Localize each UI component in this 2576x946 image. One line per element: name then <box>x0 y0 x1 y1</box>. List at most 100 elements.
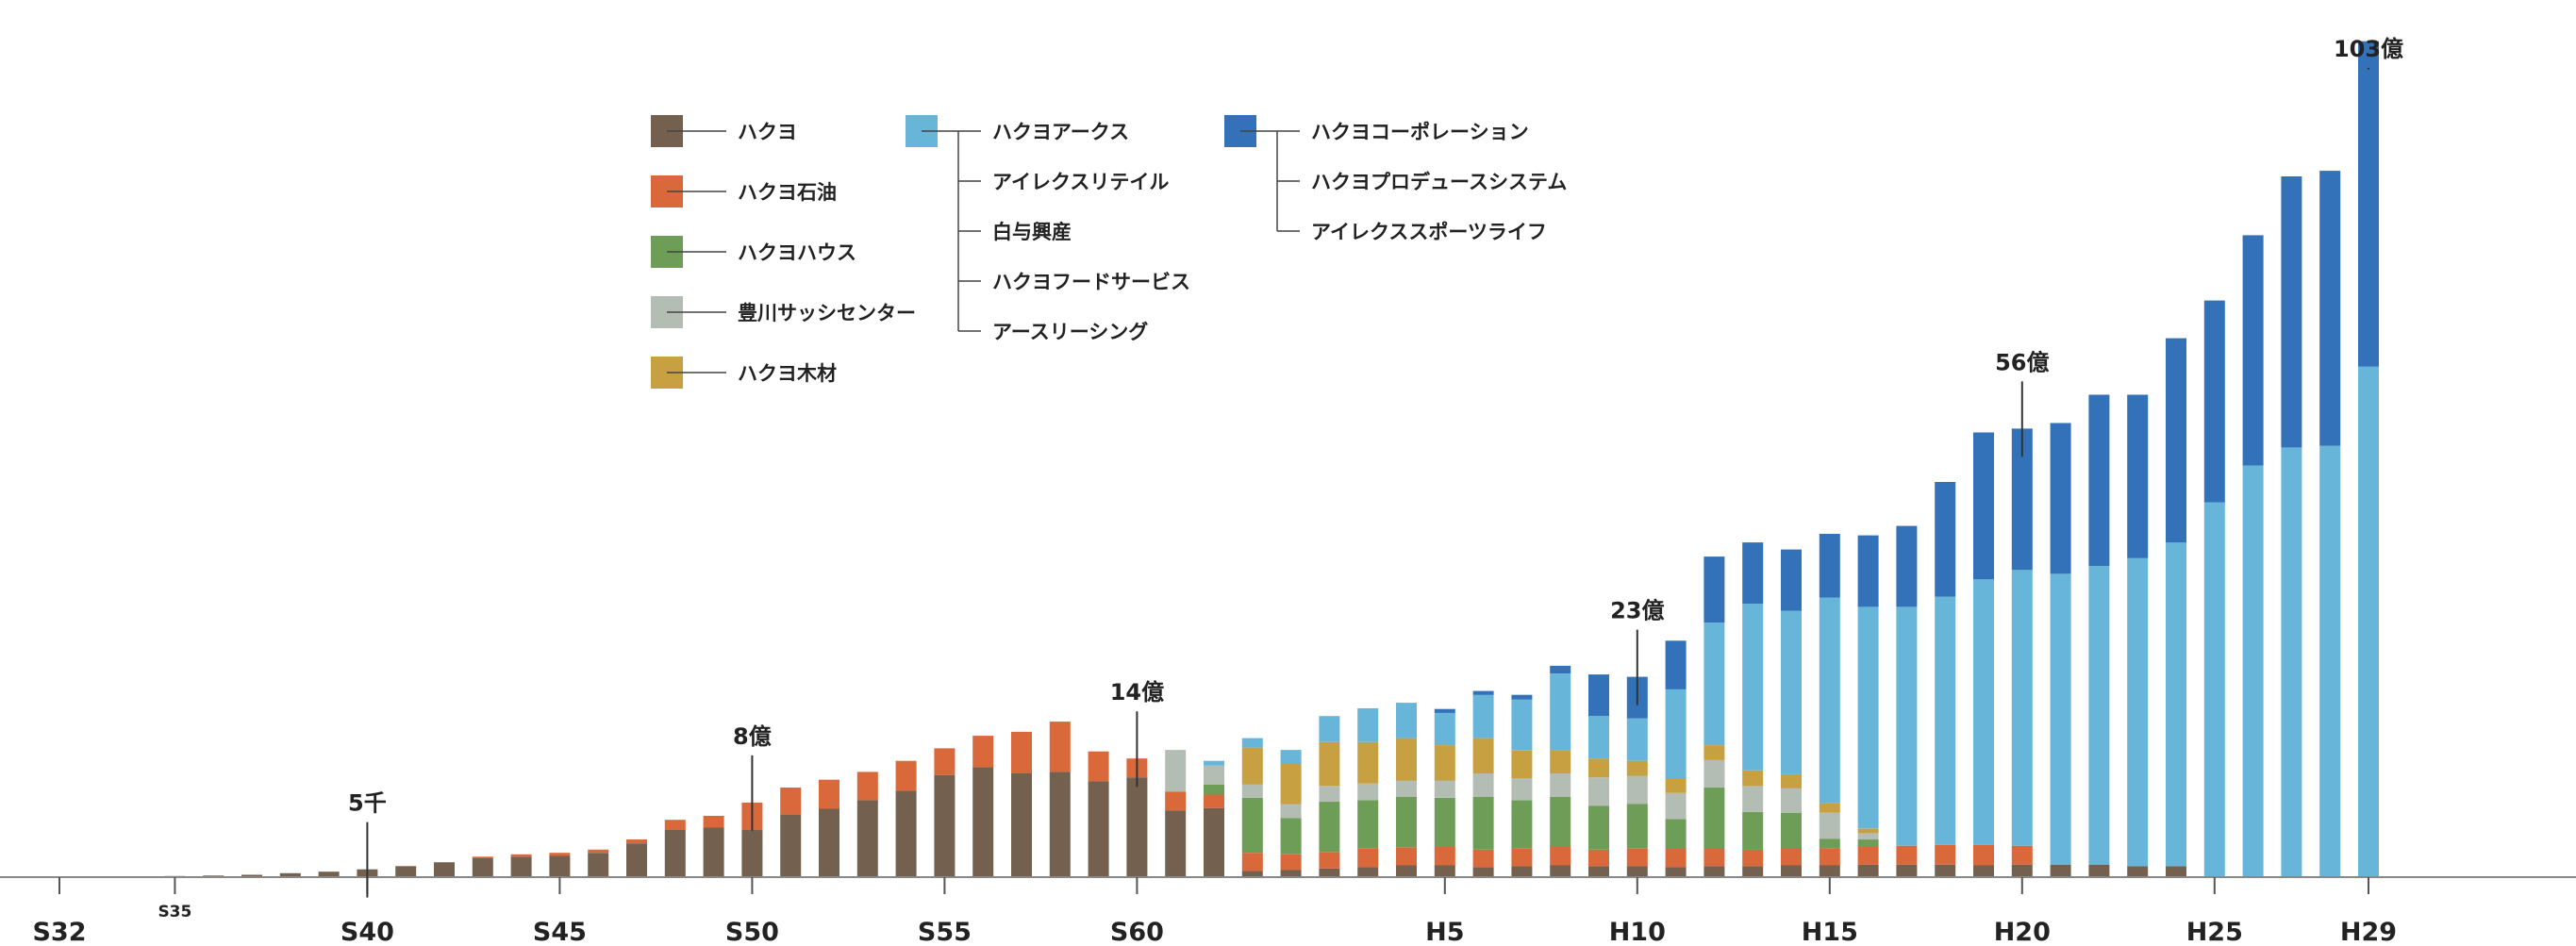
bar-segment-H22-s6 <box>2088 394 2110 567</box>
bar-segment-H24-s0 <box>2166 866 2186 877</box>
bar-segment-S45-s1 <box>549 853 571 856</box>
bar-segment-H12-s4 <box>1703 745 1725 760</box>
bar-segment-H1-s4 <box>1280 764 1302 805</box>
bar-segment-H5-s6 <box>1434 708 1455 713</box>
bar-segment-H17-s0 <box>1896 864 1918 877</box>
bar-segment-S57-s0 <box>1011 773 1032 877</box>
bar-segment-H7-s0 <box>1511 866 1533 877</box>
bar-segment-H10-s4 <box>1626 760 1648 776</box>
bar-segment-H7-s4 <box>1511 750 1533 779</box>
x-tick-label-H5: H5 <box>1425 918 1464 946</box>
bar-segment-H12-s6 <box>1703 556 1725 623</box>
x-tick-label-S50: S50 <box>725 918 779 946</box>
bar-segment-H10-s2 <box>1626 804 1648 849</box>
annotation-label-S50: 8億 <box>733 723 772 750</box>
x-tick-label-S40: S40 <box>341 918 394 946</box>
bar-segment-S61-s1 <box>1165 791 1187 811</box>
bar-segment-S59-s1 <box>1088 751 1109 782</box>
bar-segment-H12-s0 <box>1703 866 1725 877</box>
bar-segment-H14-s6 <box>1781 549 1802 611</box>
annotation-label-H10: 23億 <box>1610 598 1664 624</box>
annotation-label-H20: 56億 <box>1995 349 2049 375</box>
bar-segment-H2-s4 <box>1319 741 1340 787</box>
bar-segment-H29-s6 <box>2358 41 2379 367</box>
bar-segment-S63-s5 <box>1241 738 1263 748</box>
legend-child-label-group1-0: アイレクスリテイル <box>992 171 1169 193</box>
bar-segment-S55-s0 <box>934 774 956 877</box>
bar-segment-H23-s0 <box>2127 866 2149 877</box>
bar-segment-H19-s6 <box>1973 432 1994 580</box>
bar-segment-H11-s2 <box>1665 819 1687 850</box>
legend-label-2: ハクヨハウス <box>738 241 856 264</box>
bar-segment-H28-s5 <box>2319 445 2341 877</box>
bar-segment-H10-s3 <box>1626 775 1648 805</box>
bar-segment-H11-s3 <box>1665 792 1687 820</box>
bar-segment-H8-s3 <box>1550 773 1571 797</box>
x-tick-label-S60: S60 <box>1110 918 1164 946</box>
bar-segment-H6-s2 <box>1472 797 1494 850</box>
bar-segment-H11-s4 <box>1665 778 1687 793</box>
bar-segment-H15-s6 <box>1819 534 1840 598</box>
bar-segment-H18-s0 <box>1935 864 1956 877</box>
bar-segment-H14-s5 <box>1781 610 1802 774</box>
bar-segment-H5-s1 <box>1434 846 1455 866</box>
bar-segment-H27-s5 <box>2281 447 2302 877</box>
annotation-label-S60: 14億 <box>1110 679 1164 705</box>
x-tick-label-H15: H15 <box>1802 918 1858 946</box>
bar-segment-S62-s5 <box>1204 760 1224 766</box>
bar-segment-H14-s3 <box>1781 788 1802 813</box>
bar-segment-H11-s5 <box>1665 689 1687 778</box>
x-axis: S32 S35 S40 S45 S50 S55 S60 H5 H10 H15 H20 H25 H29 <box>0 876 2576 946</box>
bar-segment-H18-s6 <box>1935 482 1956 597</box>
bar-segment-H15-s2 <box>1819 838 1840 849</box>
bar-segment-H12-s3 <box>1703 759 1725 788</box>
bar-segment-H5-s3 <box>1434 780 1455 798</box>
bar-segment-H8-s6 <box>1550 665 1571 674</box>
bar-segment-H4-s2 <box>1396 797 1417 848</box>
bar-segment-S47-s1 <box>626 839 647 844</box>
bar-segment-H6-s0 <box>1472 867 1494 877</box>
legend-label-0: ハクヨ <box>738 121 797 143</box>
bar-segment-H8-s2 <box>1550 797 1571 847</box>
bar-segment-S48-s1 <box>664 820 686 830</box>
bar-segment-H1-s3 <box>1280 804 1302 819</box>
bar-segment-H19-s1 <box>1973 844 1994 866</box>
bar-segment-H3-s0 <box>1357 867 1379 877</box>
bar-segment-H16-s1 <box>1857 846 1879 865</box>
bar-segment-H12-s5 <box>1703 622 1725 745</box>
bar-segment-H6-s1 <box>1472 849 1494 868</box>
bar-segment-H5-s2 <box>1434 797 1455 847</box>
bar-segment-S56-s0 <box>972 767 994 877</box>
bar-segment-S53-s0 <box>856 800 878 877</box>
bar-segment-H7-s6 <box>1511 694 1533 700</box>
bar-segment-H9-s0 <box>1588 866 1609 877</box>
bar-segment-S38-s0 <box>279 872 301 877</box>
legend-label-3: 豊川サッシセンター <box>738 302 916 324</box>
bar-segment-H1-s5 <box>1280 750 1302 765</box>
legend-child-label-group1-1: 白与興産 <box>992 221 1072 243</box>
bar-segment-H26-s5 <box>2242 465 2264 877</box>
bar-segment-H8-s5 <box>1550 673 1571 751</box>
bar-segment-S55-s1 <box>934 748 956 775</box>
bar-segment-S53-s1 <box>856 772 878 801</box>
bar-segment-H13-s0 <box>1742 866 1764 877</box>
bar-segment-H7-s3 <box>1511 778 1533 801</box>
x-tick-label-S45: S45 <box>533 918 587 946</box>
bar-segment-H25-s6 <box>2203 300 2225 503</box>
bar-segment-H8-s4 <box>1550 750 1571 774</box>
bar-segment-S63-s0 <box>1241 871 1263 877</box>
bar-segment-S60-s0 <box>1126 777 1148 877</box>
bar-segment-H18-s1 <box>1935 844 1956 865</box>
bar-segment-S45-s0 <box>549 855 571 877</box>
bar-segment-H15-s3 <box>1819 812 1840 839</box>
bar-segment-S43-s0 <box>472 858 493 877</box>
bar-segment-S59-s0 <box>1088 781 1109 877</box>
bar-segment-S47-s0 <box>626 843 647 877</box>
bar-segment-S63-s2 <box>1241 797 1263 854</box>
bar-segment-H6-s3 <box>1472 773 1494 797</box>
bar-segment-H8-s1 <box>1550 846 1571 866</box>
bar-segment-H13-s2 <box>1742 811 1764 850</box>
bar-segment-H20-s5 <box>2011 570 2033 846</box>
bar-segment-S52-s0 <box>819 808 839 877</box>
bar-segment-H16-s5 <box>1857 606 1879 829</box>
